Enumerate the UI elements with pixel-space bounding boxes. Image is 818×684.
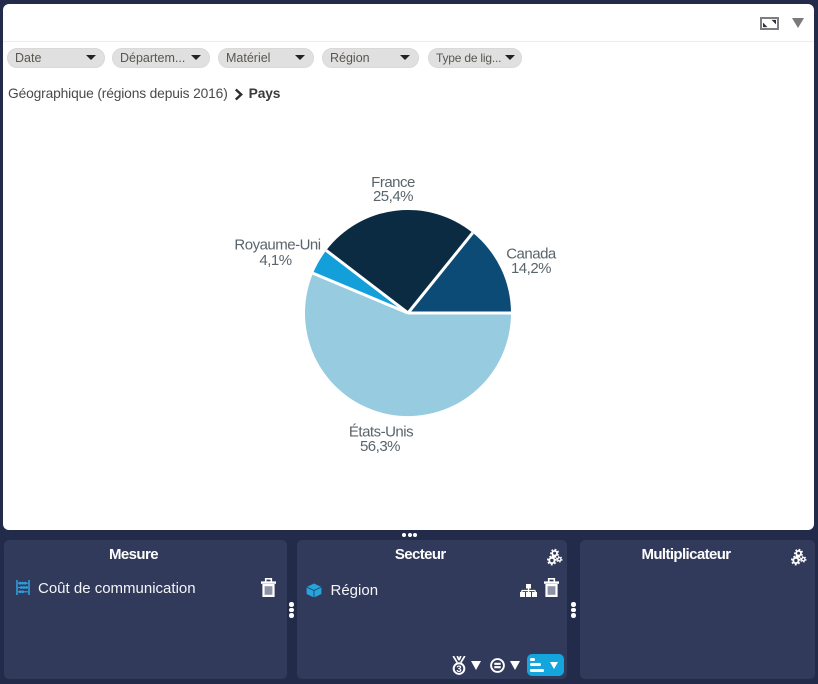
svg-text:Royaume-Uni: Royaume-Uni — [234, 237, 320, 254]
svg-text:Canada: Canada — [506, 246, 557, 263]
svg-text:56,3%: 56,3% — [360, 438, 400, 455]
svg-text:14,2%: 14,2% — [511, 260, 551, 277]
svg-text:États-Unis: États-Unis — [349, 424, 413, 441]
svg-text:25,4%: 25,4% — [373, 188, 413, 205]
svg-text:France: France — [371, 174, 415, 191]
svg-text:4,1%: 4,1% — [259, 252, 291, 269]
svg-text:3: 3 — [456, 664, 461, 675]
